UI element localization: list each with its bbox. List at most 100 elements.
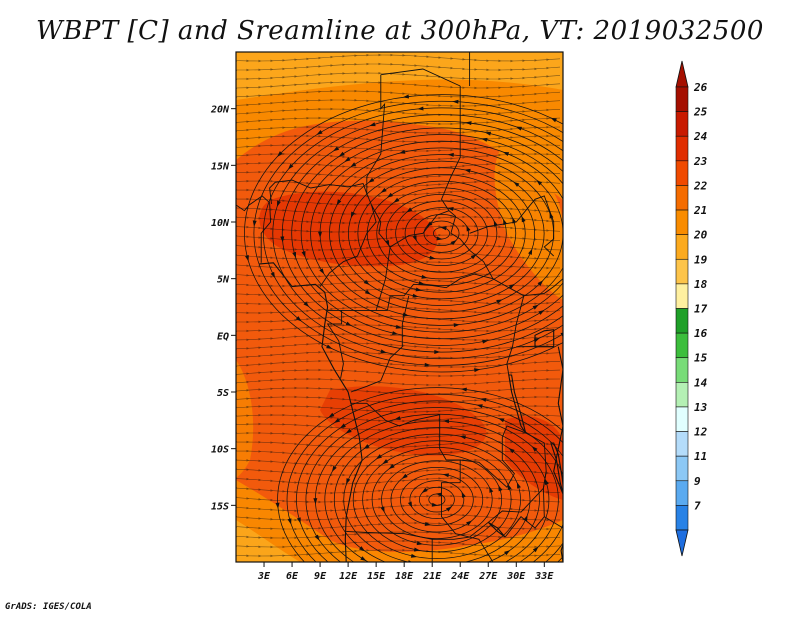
streamline	[236, 125, 561, 135]
streamline-arrow	[407, 560, 415, 562]
colorbar-label: 16	[694, 327, 708, 340]
streamline-arrow	[287, 518, 292, 525]
streamline-arrow	[380, 187, 387, 193]
colorbar-swatch	[675, 480, 689, 506]
streamline-arrow	[528, 569, 535, 576]
country-border	[440, 86, 470, 251]
streamline	[236, 413, 561, 423]
lon-tick-label: 3E	[257, 571, 271, 582]
streamline	[236, 332, 561, 342]
streamline-arrow	[369, 122, 376, 127]
streamline-arrow	[550, 117, 557, 123]
streamline-arrow	[275, 502, 280, 509]
streamline-arrow	[626, 240, 631, 246]
colorbar-swatch	[675, 209, 689, 235]
vortex-streamline	[362, 447, 512, 553]
streamline-arrow	[360, 556, 367, 562]
colorbar-label: 18	[694, 278, 708, 291]
streamline-arrow	[445, 506, 453, 512]
country-border	[469, 195, 555, 257]
map-title: WBPT [C] and Sreamline at 300hPa, VT: 20…	[36, 16, 764, 46]
streamline-arrow	[536, 179, 543, 186]
colorbar-swatch	[675, 382, 689, 408]
vortex-streamline	[300, 134, 563, 333]
streamline-arrow	[350, 162, 357, 168]
vortex-streamline	[348, 167, 536, 300]
streamline	[236, 269, 561, 279]
country-border	[371, 204, 450, 248]
streamline	[236, 467, 561, 477]
colorbar-label: 14	[694, 376, 708, 389]
streamline-arrow	[368, 177, 375, 183]
streamline-arrow	[314, 534, 320, 541]
vortex-streamline	[281, 120, 563, 346]
streamline	[236, 296, 561, 306]
streamline-arrow	[537, 280, 544, 286]
colorbar-swatch	[675, 332, 689, 359]
streamline	[236, 350, 561, 360]
vortex-streamline	[291, 127, 563, 340]
streamline	[236, 521, 561, 531]
lake-outline	[550, 442, 563, 495]
streamline-arrow	[388, 464, 395, 470]
streamline	[236, 62, 561, 72]
colorbar-label: 15	[694, 352, 708, 365]
lat-tick-label: EQ	[217, 331, 229, 342]
streamline-arrow	[393, 197, 400, 203]
streamline-arrow	[447, 152, 454, 157]
vortex-streamline	[352, 440, 521, 559]
vortex-streamline	[400, 473, 474, 526]
colorbar-label: 13	[694, 401, 708, 414]
streamline-arrow	[431, 502, 438, 507]
streamline-arrow	[580, 144, 587, 151]
streamline	[236, 422, 561, 432]
streamline-arrow	[453, 323, 460, 328]
lat-tick-label: 20N	[210, 105, 230, 116]
streamline-arrow	[516, 482, 521, 489]
streamline-arrow	[424, 362, 431, 367]
colorbar-label: 17	[694, 303, 708, 316]
vortex-streamline	[385, 194, 498, 273]
streamline-arrow	[436, 236, 443, 241]
streamline-arrow	[345, 321, 352, 327]
lon-tick-label: 9E	[314, 571, 327, 582]
streamline-arrow	[386, 192, 394, 198]
streamline-arrow	[350, 211, 355, 218]
vortex-streamline	[333, 427, 540, 562]
country-border	[350, 402, 461, 483]
streamline-arrow	[633, 205, 638, 212]
colorbar-swatch	[675, 160, 689, 186]
vortex-streamline	[324, 420, 550, 562]
colorbar-swatch	[675, 406, 689, 432]
lon-tick-label: 27E	[478, 571, 498, 582]
colorbar-label: 26	[693, 81, 708, 94]
streamline-arrow	[560, 331, 563, 337]
streamline	[236, 494, 561, 504]
streamline-arrow	[484, 131, 492, 136]
country-border	[350, 295, 410, 393]
country-border	[380, 68, 461, 87]
streamline-arrow	[364, 289, 372, 295]
streamline-arrow	[363, 279, 370, 285]
streamline	[236, 548, 561, 558]
streamline-arrow	[578, 176, 585, 183]
streamline-arrow	[301, 251, 306, 258]
colorbar-top-arrow	[675, 60, 689, 88]
colorbar-label: 22	[693, 179, 708, 192]
country-border	[366, 74, 386, 194]
streamline-arrow	[382, 459, 389, 465]
streamline-arrow	[318, 231, 323, 238]
streamline	[236, 143, 561, 153]
colorbar-label: 11	[694, 450, 707, 463]
streamline-arrow	[489, 486, 494, 493]
streamline	[236, 206, 561, 216]
colorbar-swatch	[675, 185, 689, 211]
streamline-arrow	[392, 331, 399, 335]
vortex-streamline	[244, 94, 563, 373]
streamline-arrow	[345, 428, 352, 434]
colorbar: 26 25 24 23 22 21 20 19 18 17 16 15 14 13 12 11 9 7	[675, 60, 708, 557]
streamline-arrow	[452, 99, 459, 104]
streamline-arrow	[571, 475, 577, 482]
streamline-arrow	[600, 308, 607, 315]
